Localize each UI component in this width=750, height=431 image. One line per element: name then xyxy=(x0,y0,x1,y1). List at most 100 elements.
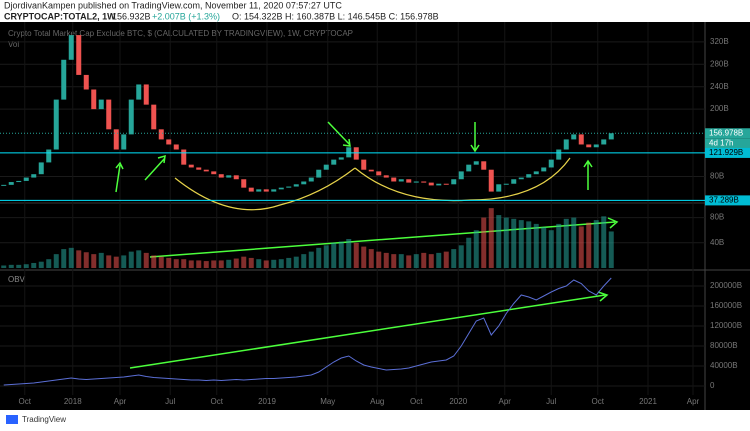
volume-bar xyxy=(451,249,457,268)
y-tick-label: 80B xyxy=(710,172,724,181)
volume-bar xyxy=(113,256,119,268)
arrows xyxy=(115,121,619,369)
candle xyxy=(511,179,517,184)
volume-bar xyxy=(128,251,134,268)
candle xyxy=(331,159,337,165)
candle xyxy=(256,189,262,192)
x-tick-label: 2020 xyxy=(449,397,467,406)
candle xyxy=(203,169,209,172)
x-tick-label: Oct xyxy=(592,397,605,406)
candle xyxy=(376,171,382,176)
x-tick-label: 2021 xyxy=(639,397,657,406)
candle xyxy=(353,147,359,160)
candle xyxy=(406,179,412,183)
volume-bar xyxy=(173,259,179,268)
volume-bar xyxy=(533,223,539,268)
candle xyxy=(226,175,232,178)
candle xyxy=(181,149,187,165)
x-tick-label: Oct xyxy=(211,397,224,406)
candle xyxy=(68,35,74,60)
x-tick-label: 2018 xyxy=(64,397,82,406)
symbol: CRYPTOCAP:TOTAL2, 1W xyxy=(4,11,116,21)
x-tick-label: Aug xyxy=(370,397,384,406)
volume-bar xyxy=(301,254,307,268)
candle xyxy=(293,184,299,187)
volume-bar xyxy=(406,255,412,268)
volume-bar xyxy=(53,254,59,268)
price-tag xyxy=(705,195,750,206)
volume-bar xyxy=(398,254,404,268)
candle xyxy=(23,177,29,181)
footer: TradingView xyxy=(22,415,66,424)
volume-bar xyxy=(256,259,262,268)
y-tick-label: 320B xyxy=(710,37,729,46)
volume-bar xyxy=(323,245,329,268)
volume-bar xyxy=(226,259,232,268)
candle xyxy=(151,104,157,130)
volume-bar xyxy=(136,250,142,268)
volume-bar xyxy=(608,231,614,268)
candle xyxy=(188,164,194,168)
candle xyxy=(38,162,44,175)
volume-bar xyxy=(368,249,374,268)
candle xyxy=(158,129,164,140)
volume-bar xyxy=(541,227,547,268)
candle xyxy=(413,181,419,183)
volume-bar xyxy=(338,241,344,268)
volume-bar xyxy=(443,251,449,268)
candle xyxy=(31,174,37,178)
volume-bar xyxy=(571,217,577,268)
candle xyxy=(233,175,239,180)
volume-bar xyxy=(293,256,299,268)
volume-bar xyxy=(308,251,314,268)
volume-bar xyxy=(548,230,554,268)
candle xyxy=(496,184,502,192)
candle xyxy=(563,139,569,150)
volume-bar xyxy=(91,254,97,268)
y-tick-label: 240B xyxy=(710,82,729,91)
y-tick-label: 0 xyxy=(710,381,715,390)
volume-bar xyxy=(106,255,112,268)
volume-bar xyxy=(121,255,127,268)
candle xyxy=(323,164,329,170)
candle xyxy=(421,181,427,183)
volume-bar xyxy=(61,249,67,268)
volume-bar xyxy=(353,242,359,268)
candle xyxy=(91,89,97,110)
candle xyxy=(533,171,539,175)
candle xyxy=(458,171,464,180)
x-tick-label: Apr xyxy=(114,397,127,406)
candle xyxy=(1,184,7,186)
volume-bar xyxy=(556,223,562,268)
candle xyxy=(428,182,434,186)
candle xyxy=(286,186,292,188)
candle xyxy=(601,139,607,145)
candle xyxy=(481,161,487,170)
candle xyxy=(46,149,52,163)
volume-bar xyxy=(286,257,292,268)
candle xyxy=(368,169,374,172)
volume-bar xyxy=(151,255,157,268)
candle xyxy=(383,175,389,178)
candle xyxy=(76,35,82,75)
candle xyxy=(83,74,89,90)
volume-bar xyxy=(458,245,464,268)
price-tag xyxy=(705,147,750,158)
volume-bar xyxy=(421,252,427,268)
volume-bar xyxy=(278,259,284,268)
candle xyxy=(106,99,112,130)
y-tick-label: 280B xyxy=(710,59,729,68)
volume-bar xyxy=(248,257,254,268)
candle xyxy=(338,157,344,160)
candle xyxy=(278,187,284,190)
chart-bg xyxy=(0,22,705,395)
volume-bar xyxy=(391,254,397,268)
time-bg xyxy=(0,395,705,410)
obv-line xyxy=(3,277,612,386)
volume-bar xyxy=(166,257,172,268)
volume-bar xyxy=(436,252,442,268)
volume-bar xyxy=(481,217,487,268)
volume-bar xyxy=(241,256,247,268)
candle xyxy=(361,159,367,170)
candle xyxy=(136,84,142,100)
